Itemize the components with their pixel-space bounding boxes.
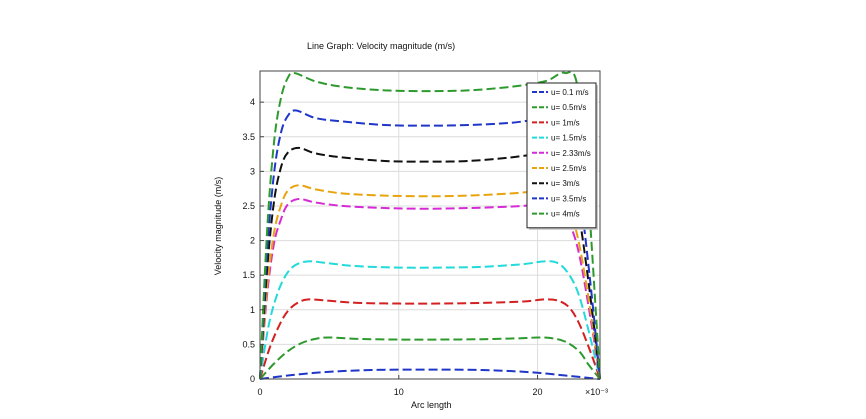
series-line bbox=[259, 298, 601, 380]
legend-label: u= 2.33m/s bbox=[551, 149, 591, 158]
y-tick-label: 2.5 bbox=[242, 201, 255, 211]
y-tick-label: 1 bbox=[250, 305, 255, 315]
legend-label: u= 1.5m/s bbox=[551, 134, 586, 143]
legend-box bbox=[526, 82, 597, 229]
legend-label: u= 3.5m/s bbox=[551, 194, 586, 203]
y-tick-label: 3 bbox=[250, 166, 255, 176]
x-tick-label: 0 bbox=[257, 387, 262, 397]
y-tick-label: 3.5 bbox=[242, 132, 255, 142]
axis-ticks: 0 0.5 1 1.5 2 2.5 3 3.5 4 0 10 20 bbox=[242, 97, 542, 397]
series-line bbox=[259, 70, 601, 380]
legend-label: u= 1m/s bbox=[551, 118, 580, 127]
y-tick-label: 2 bbox=[250, 236, 255, 246]
legend-label: u= 0.5m/s bbox=[551, 103, 586, 112]
legend-label: u= 3m/s bbox=[551, 179, 580, 188]
series-line bbox=[259, 336, 601, 380]
y-tick-label: 0 bbox=[250, 374, 255, 384]
chart-legend: u= 0.1 m/s u= 0.5m/s u= 1m/s u= 1.5m/s u= 2.… bbox=[526, 82, 598, 230]
legend-label: u= 0.1 m/s bbox=[551, 88, 589, 97]
legend-label: u= 4m/s bbox=[551, 210, 580, 219]
x-axis-label: Arc length bbox=[411, 400, 452, 410]
chart-title: Line Graph: Velocity magnitude (m/s) bbox=[307, 41, 455, 51]
series-lines bbox=[259, 70, 601, 380]
series-line bbox=[259, 109, 601, 380]
series-line bbox=[259, 368, 601, 380]
series-line bbox=[259, 260, 601, 380]
x-axis-multiplier: ×10⁻³ bbox=[585, 387, 608, 397]
plot-frame bbox=[259, 70, 601, 380]
y-tick-label: 0.5 bbox=[242, 339, 255, 349]
x-tick-label: 20 bbox=[533, 387, 543, 397]
y-tick-label: 1.5 bbox=[242, 270, 255, 280]
legend-label: u= 2.5m/s bbox=[551, 164, 586, 173]
x-tick-label: 10 bbox=[394, 387, 404, 397]
y-tick-label: 4 bbox=[250, 97, 255, 107]
y-axis-label: Velocity magnitude (m/s) bbox=[213, 177, 223, 276]
